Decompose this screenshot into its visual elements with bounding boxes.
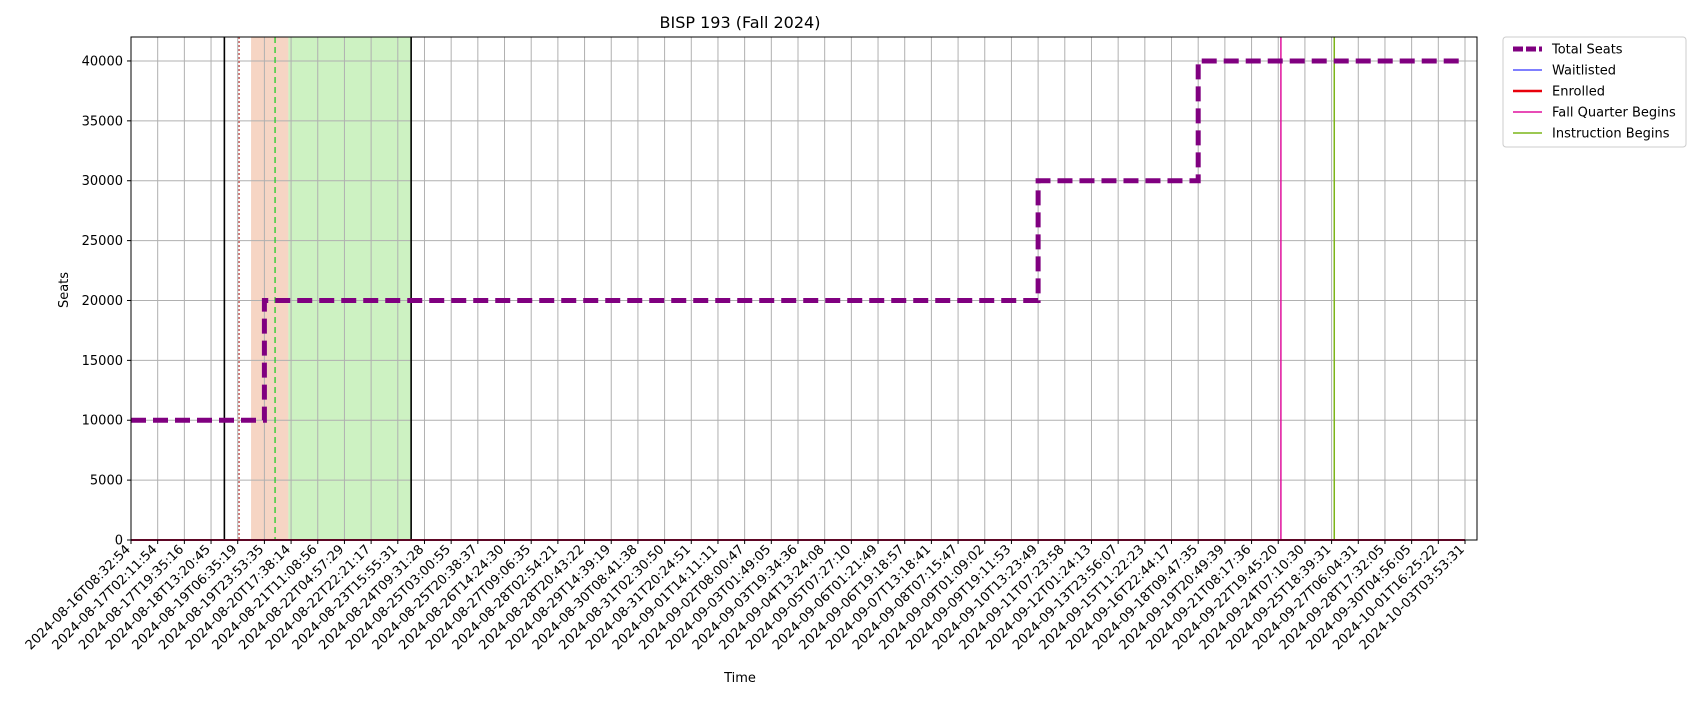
x-tick-labels: 2024-08-16T08:32:542024-08-17T02:11:5420… [23, 542, 1468, 653]
grid [130, 37, 1477, 541]
y-tick-labels: 0 5000 10000 15000 20000 25000 30000 35000 40000 [82, 54, 123, 548]
legend: Total Seats Waitlisted Enrolled Fall Quarte… [1502, 36, 1687, 148]
y-tick-label: 35000 [82, 114, 123, 129]
legend-label: Waitlisted [1552, 64, 1616, 79]
x-axis-title: Time [723, 671, 756, 686]
axes [127, 36, 1478, 544]
y-tick-label: 40000 [82, 54, 123, 69]
plot-frame [130, 36, 1478, 541]
shaded-region-0 [251, 37, 289, 540]
y-axis-title: Seats [57, 272, 72, 308]
y-tick-label: 10000 [82, 414, 123, 429]
total-seats-series [131, 58, 1465, 423]
reference-lines [223, 37, 1336, 540]
y-tick-label: 0 [115, 534, 123, 549]
y-tick-label: 25000 [82, 234, 123, 249]
y-tick-label: 5000 [90, 474, 123, 489]
legend-box [1502, 36, 1687, 148]
legend-label: Enrolled [1552, 85, 1605, 100]
y-tick-label: 30000 [82, 174, 123, 189]
y-tick-label: 15000 [82, 354, 123, 369]
chart-title: BISP 193 (Fall 2024) [660, 13, 821, 32]
shaded-region-1 [288, 37, 412, 540]
y-tick-label: 20000 [82, 294, 123, 309]
legend-label: Instruction Begins [1552, 127, 1670, 142]
legend-label: Total Seats [1551, 43, 1623, 58]
legend-label: Fall Quarter Begins [1552, 106, 1676, 121]
